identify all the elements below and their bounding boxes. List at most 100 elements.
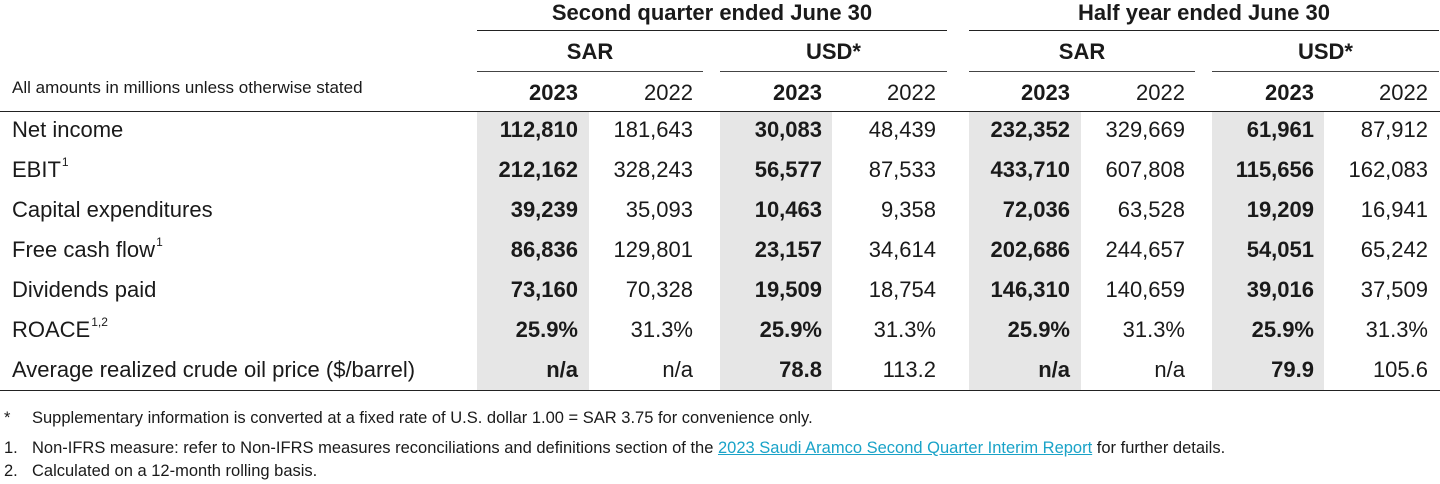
footnote-star: * Supplementary information is converted … xyxy=(4,409,813,428)
table-cell: 65,242 xyxy=(1360,237,1428,262)
currency-h-sar: SAR xyxy=(1058,39,1106,64)
table-cell: 140,659 xyxy=(1105,277,1185,302)
table-cell: 56,577 xyxy=(754,157,822,182)
table-cell: 30,083 xyxy=(754,117,822,142)
group-header-quarter: Second quarter ended June 30 xyxy=(551,0,873,25)
row-label-text: Dividends paid xyxy=(12,277,157,302)
table-cell: 87,912 xyxy=(1360,117,1428,142)
table-cell: 25.9% xyxy=(1007,317,1070,342)
table-cell: 70,328 xyxy=(625,277,693,302)
rule-table-bottom xyxy=(0,390,1440,391)
table-cell: 328,243 xyxy=(613,157,693,182)
table-cell: 181,643 xyxy=(613,117,693,142)
footnote-marker: 2. xyxy=(4,462,18,480)
table-cell: 19,209 xyxy=(1246,197,1314,222)
footnote-text: Calculated on a 12-month rolling basis. xyxy=(32,462,318,480)
row-label-text: Average realized crude oil price ($/barr… xyxy=(12,357,416,382)
table-cell: 10,463 xyxy=(754,197,822,222)
table-cell: 433,710 xyxy=(990,157,1070,182)
rule-h-sar xyxy=(969,71,1195,72)
table-cell: 115,656 xyxy=(1235,157,1314,182)
table-cell: 25.9% xyxy=(759,317,822,342)
table-cell: n/a xyxy=(1038,357,1070,382)
table-cell: 105.6 xyxy=(1372,357,1428,382)
table-cell: 23,157 xyxy=(754,237,822,262)
footnote-text: Non-IFRS measure: refer to Non-IFRS meas… xyxy=(32,439,714,457)
year-header: 2022 xyxy=(887,80,936,105)
year-header: 2023 xyxy=(773,80,822,105)
footnote-ref: 1 xyxy=(156,235,163,249)
row-label: Average realized crude oil price ($/barr… xyxy=(12,357,415,383)
table-cell: 39,016 xyxy=(1246,277,1314,302)
year-header: 2022 xyxy=(1379,80,1428,105)
rule-q-sar xyxy=(477,71,703,72)
table-cell: 16,941 xyxy=(1360,197,1428,222)
table-cell: 34,614 xyxy=(868,237,936,262)
currency-q-sar: SAR xyxy=(566,39,614,64)
footnote-2: 2. Calculated on a 12-month rolling basis… xyxy=(4,462,317,481)
footnote-text: for further details. xyxy=(1096,439,1226,457)
row-label-text: Capital expenditures xyxy=(12,197,213,222)
table-cell: 73,160 xyxy=(510,277,578,302)
table-cell: 31.3% xyxy=(630,317,693,342)
row-label: Free cash flow1 xyxy=(12,235,163,263)
table-cell: 63,528 xyxy=(1117,197,1185,222)
interim-report-link[interactable]: 2023 Saudi Aramco Second Quarter Interim… xyxy=(717,439,1093,457)
footnote-marker: * xyxy=(4,409,11,427)
table-cell: 129,801 xyxy=(613,237,693,262)
year-header: 2023 xyxy=(1021,80,1070,105)
shade-h-sar-2023 xyxy=(969,112,1081,390)
year-header: 2022 xyxy=(1136,80,1185,105)
table-cell: n/a xyxy=(1154,357,1185,382)
table-cell: 232,352 xyxy=(990,117,1070,142)
year-header: 2023 xyxy=(529,80,578,105)
shade-q-usd-2023 xyxy=(720,112,832,390)
table-cell: 48,439 xyxy=(868,117,936,142)
row-label-text: EBIT xyxy=(12,157,61,182)
row-label: ROACE1,2 xyxy=(12,315,108,343)
table-cell: 25.9% xyxy=(515,317,578,342)
footnote-ref: 1 xyxy=(61,155,69,169)
table-cell: n/a xyxy=(662,357,693,382)
table-cell: 31.3% xyxy=(1365,317,1428,342)
row-label: Dividends paid xyxy=(12,277,156,303)
table-cell: 78.8 xyxy=(779,357,822,382)
rule-q-usd xyxy=(720,71,947,72)
row-label-text: Net income xyxy=(12,117,124,142)
units-note: All amounts in millions unless otherwise… xyxy=(12,78,363,97)
table-cell: 25.9% xyxy=(1251,317,1314,342)
group-header-half: Half year ended June 30 xyxy=(1078,0,1330,25)
row-label: Net income xyxy=(12,117,123,143)
rule-quarter-group xyxy=(477,30,947,31)
footnote-marker: 1. xyxy=(4,439,18,457)
table-cell: 79.9 xyxy=(1271,357,1314,382)
row-label: EBIT1 xyxy=(12,155,69,183)
table-cell: 35,093 xyxy=(625,197,693,222)
table-cell: 146,310 xyxy=(990,277,1070,302)
table-cell: 31.3% xyxy=(1122,317,1185,342)
table-cell: 202,686 xyxy=(990,237,1070,262)
table-cell: 31.3% xyxy=(873,317,936,342)
table-cell: 112,810 xyxy=(499,117,578,142)
table-cell: 329,669 xyxy=(1105,117,1185,142)
row-label-text: Free cash flow xyxy=(12,237,156,262)
shade-q-sar-2023 xyxy=(477,112,589,390)
table-cell: 19,509 xyxy=(754,277,822,302)
rule-half-group xyxy=(969,30,1439,31)
table-cell: 244,657 xyxy=(1105,237,1185,262)
rule-h-usd xyxy=(1212,71,1439,72)
table-cell: 54,051 xyxy=(1246,237,1314,262)
table-cell: 9,358 xyxy=(880,197,936,222)
currency-h-usd: USD* xyxy=(1297,39,1353,64)
table-cell: 86,836 xyxy=(510,237,578,262)
footnote-ref: 1,2 xyxy=(91,315,108,329)
rule-header-bottom xyxy=(0,111,1440,112)
footnote-text: Supplementary information is converted a… xyxy=(32,409,813,427)
footnote-1: 1. Non-IFRS measure: refer to Non-IFRS me… xyxy=(4,439,1225,458)
table-cell: 162,083 xyxy=(1348,157,1428,182)
table-cell: 87,533 xyxy=(868,157,936,182)
table-cell: 18,754 xyxy=(868,277,936,302)
shade-h-usd-2023 xyxy=(1212,112,1324,390)
table-cell: 61,961 xyxy=(1246,117,1314,142)
year-header: 2022 xyxy=(644,80,693,105)
